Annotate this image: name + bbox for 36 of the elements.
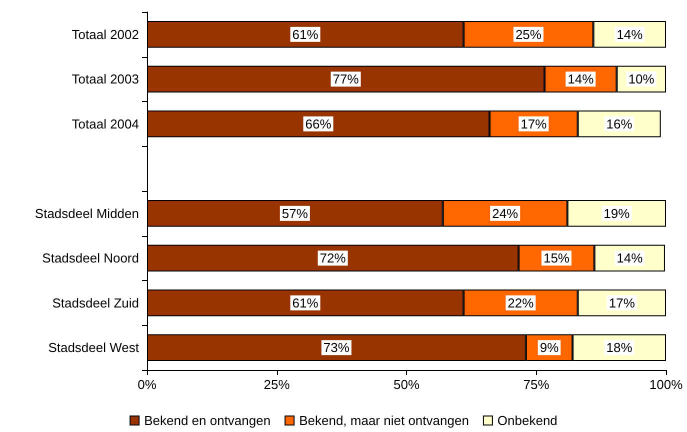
y-tick-label: Stadsdeel Zuid (52, 295, 139, 310)
data-label: 14% (616, 250, 644, 266)
data-label: 57% (282, 206, 308, 221)
legend-label: Bekend, maar niet ontvangen (299, 413, 469, 428)
x-tick-label: 75% (523, 377, 550, 392)
y-tick-label: Totaal 2003 (72, 72, 139, 87)
data-label: 73% (323, 340, 350, 356)
legend-label: Bekend en ontvangen (144, 413, 271, 428)
data-label: 22% (508, 295, 534, 310)
data-label: 19% (604, 206, 630, 221)
data-label: 14% (568, 72, 594, 87)
data-label: 17% (608, 295, 636, 310)
data-label: 14% (616, 26, 644, 42)
y-tick-label: Stadsdeel Noord (42, 250, 139, 266)
y-tick-label: Totaal 2002 (72, 26, 139, 42)
legend-label: Onbekend (497, 413, 558, 428)
data-label: 66% (305, 116, 332, 132)
data-label: 24% (492, 206, 519, 221)
data-label: 61% (292, 26, 319, 42)
data-label: 25% (515, 26, 542, 42)
data-label: 17% (520, 116, 548, 132)
x-tick-label: 25% (264, 377, 290, 392)
x-tick-label: 100% (649, 377, 684, 392)
data-label: 16% (606, 116, 633, 132)
data-label: 9% (540, 340, 560, 356)
data-label: 18% (606, 340, 633, 356)
y-tick-label: Totaal 2004 (72, 116, 139, 132)
x-tick-label: 0% (138, 377, 157, 392)
data-label: 77% (332, 72, 360, 87)
data-label: 15% (543, 250, 570, 266)
data-label: 10% (628, 72, 655, 87)
data-label: 72% (320, 250, 346, 266)
y-tick-label: Stadsdeel Midden (34, 206, 139, 221)
y-tick-label: Stadsdeel West (48, 340, 140, 356)
data-label: 61% (292, 295, 319, 310)
x-tick-label: 50% (393, 377, 420, 392)
